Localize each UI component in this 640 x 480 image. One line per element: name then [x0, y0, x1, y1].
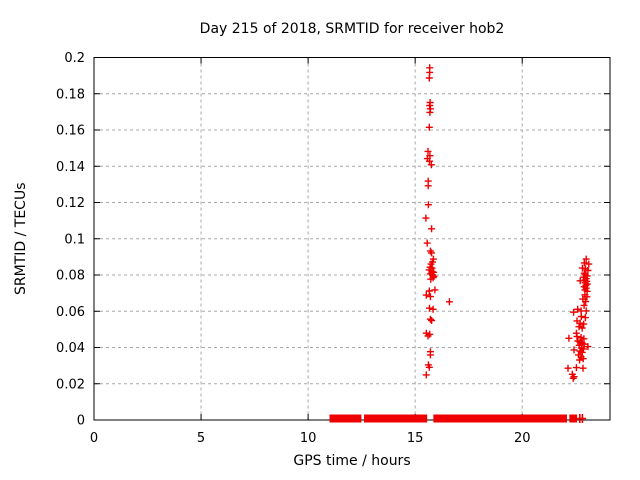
x-axis-label: GPS time / hours [293, 453, 410, 469]
y-tick-label-0.14: 0.14 [56, 160, 85, 175]
y-tick-label-0.16: 0.16 [56, 124, 85, 139]
y-axis-label: SRMTID / TECUs [13, 183, 29, 296]
x-tick-labels: 0 5 10 15 20 [90, 431, 531, 446]
y-tick-label-0: 0 [77, 414, 85, 429]
y-tick-label-0.06: 0.06 [56, 305, 85, 320]
y-tick-label-0.02: 0.02 [56, 377, 85, 392]
grid-lines [94, 57, 610, 420]
y-tick-label-0.1: 0.1 [64, 232, 85, 247]
x-tick-label-5: 5 [197, 431, 205, 446]
x-tick-label-15: 15 [407, 431, 424, 446]
x-tick-label-20: 20 [514, 431, 531, 446]
chart-title: Day 215 of 2018, SRMTID for receiver hob… [200, 21, 505, 37]
x-tick-label-0: 0 [90, 431, 98, 446]
y-tick-label-0.04: 0.04 [56, 341, 85, 356]
y-tick-labels: 0 0.02 0.04 0.06 0.08 0.1 0.12 0.14 0.16 0.18 0.2 [56, 51, 85, 429]
y-tick-label-0.18: 0.18 [56, 87, 85, 102]
zero-band-point-2 [578, 414, 586, 423]
x-tick-label-10: 10 [300, 431, 317, 446]
srmtid-plus-markers [422, 64, 593, 382]
zero-value-band [329, 414, 586, 423]
y-tick-label-0.08: 0.08 [56, 269, 85, 284]
y-tick-label-0.12: 0.12 [56, 196, 85, 211]
y-tick-label-0.2: 0.2 [64, 51, 85, 66]
data-points [422, 64, 593, 382]
